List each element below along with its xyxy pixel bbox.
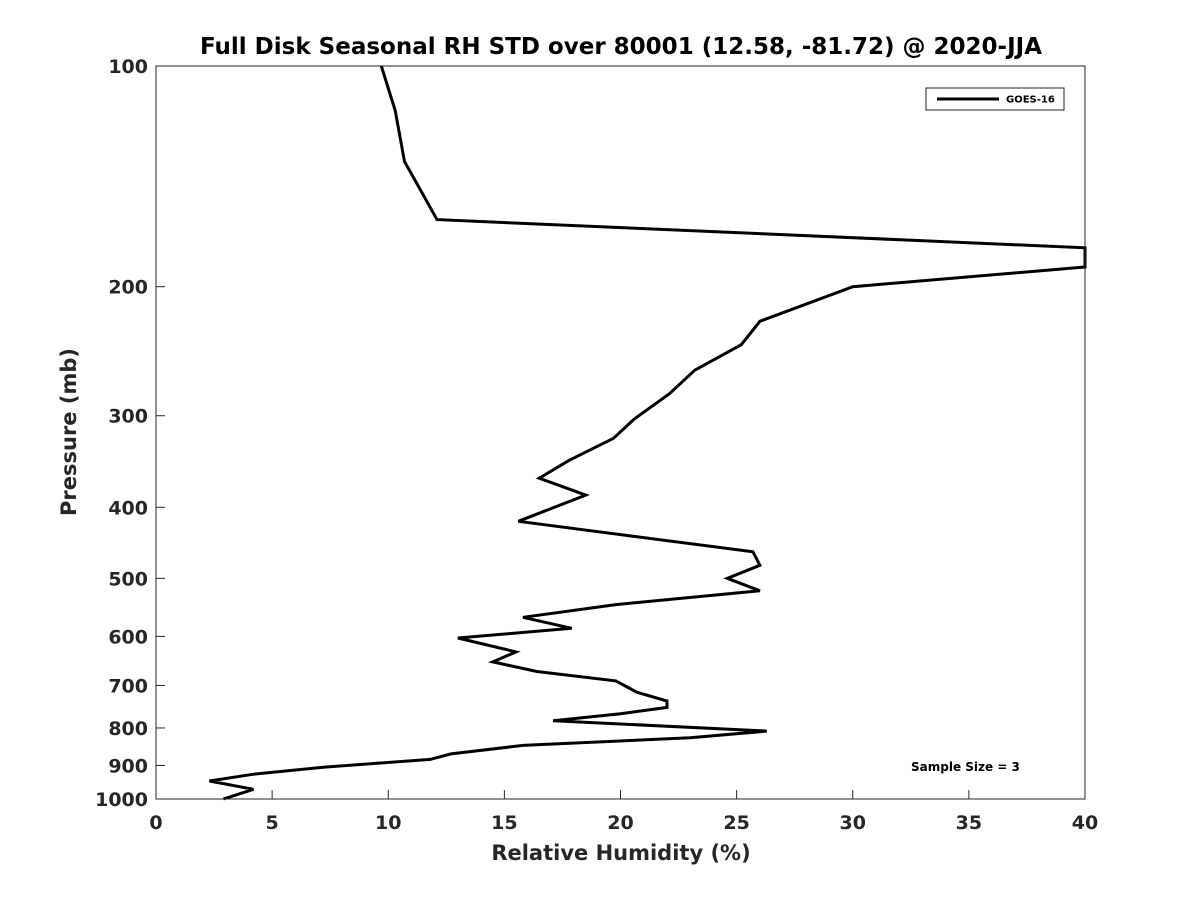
x-tick-label: 25 (723, 812, 749, 834)
y-tick-label: 900 (108, 755, 148, 777)
plot-area-frame (155, 65, 1086, 800)
x-axis-ticks: 0 5 10 15 20 25 30 35 40 (149, 790, 1098, 834)
legend: GOES-16 (925, 87, 1065, 111)
y-axis-ticks: 100 200 300 400 500 600 700 800 900 1000 (95, 56, 165, 811)
x-tick-label: 0 (149, 812, 162, 834)
x-tick-label: 40 (1072, 812, 1098, 834)
chart-title: Full Disk Seasonal RH STD over 80001 (12… (200, 34, 1042, 60)
x-tick-label: 10 (375, 812, 401, 834)
y-tick-label: 1000 (95, 789, 148, 811)
series-line-goes-16 (209, 65, 1087, 801)
x-tick-label: 35 (956, 812, 982, 834)
y-tick-label: 100 (108, 56, 148, 78)
x-tick-label: 15 (491, 812, 517, 834)
y-tick-label: 400 (108, 497, 148, 519)
x-tick-label: 5 (266, 812, 279, 834)
x-tick-label: 30 (840, 812, 866, 834)
y-tick-label: 700 (108, 675, 148, 697)
y-tick-label: 300 (108, 406, 148, 428)
series-layer (209, 65, 1087, 801)
y-tick-label: 800 (108, 718, 148, 740)
y-tick-label: 500 (108, 568, 148, 590)
x-tick-label: 20 (607, 812, 633, 834)
y-tick-label: 600 (108, 626, 148, 648)
legend-label-goes-16: GOES-16 (1006, 95, 1055, 106)
x-axis-label: Relative Humidity (%) (491, 841, 750, 865)
y-axis-label: Pressure (mb) (57, 348, 81, 516)
sample-size-annotation: Sample Size = 3 (911, 760, 1020, 774)
y-tick-label: 200 (108, 277, 148, 299)
